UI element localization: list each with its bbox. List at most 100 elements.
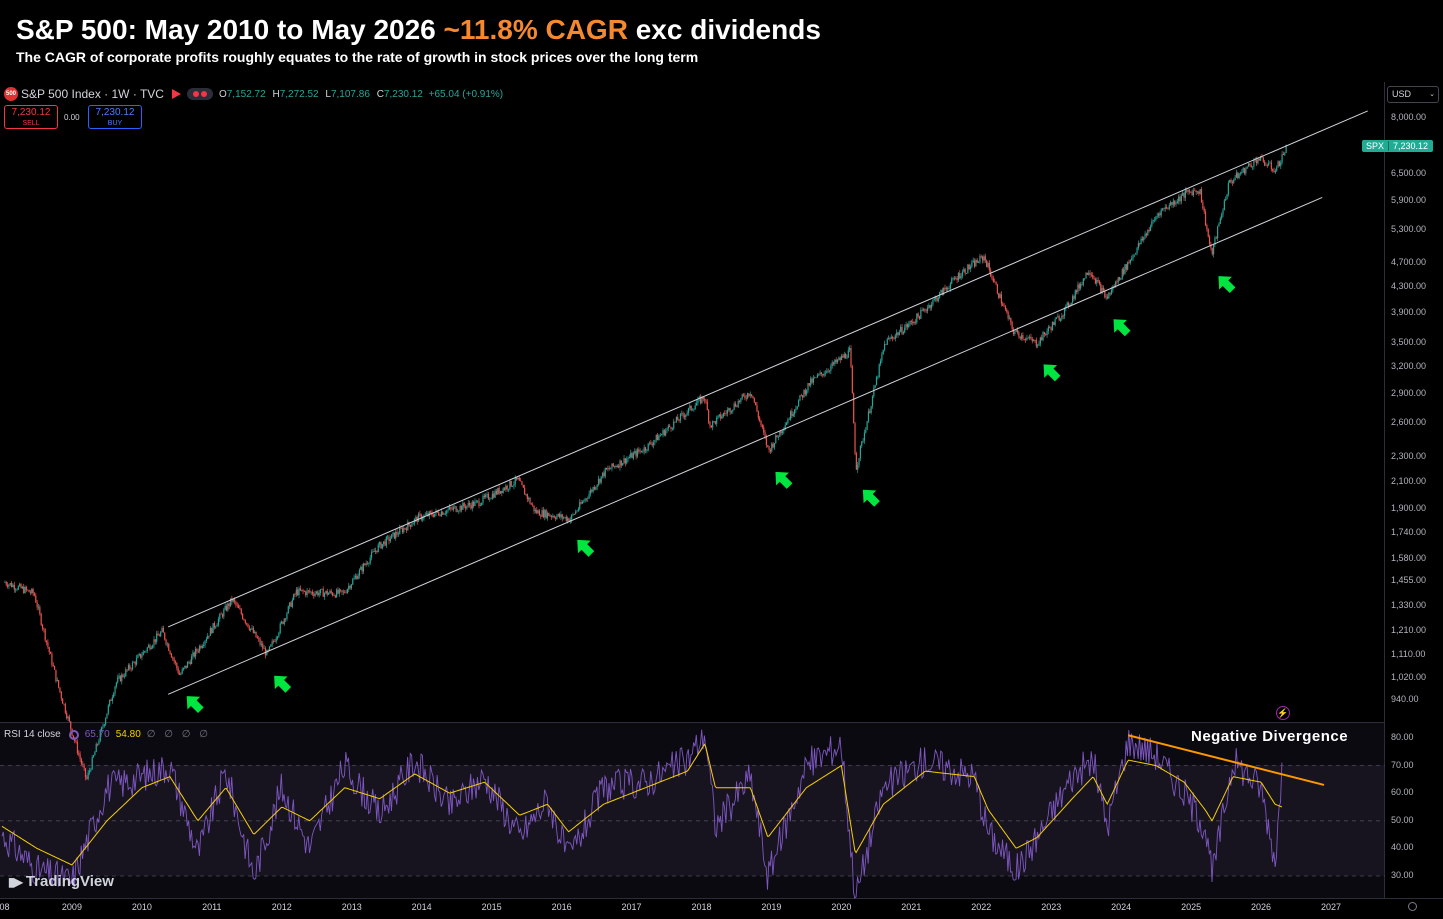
price-candle <box>78 750 80 757</box>
sell-button[interactable]: 7,230.12 SELL <box>4 105 58 129</box>
price-candle <box>1059 317 1062 323</box>
price-candle <box>399 524 401 535</box>
price-candle <box>749 391 751 399</box>
price-candle <box>510 480 512 488</box>
price-candle <box>515 477 518 481</box>
tradingview-logo[interactable]: ▮▶ TradingView <box>8 873 114 890</box>
price-candle <box>571 514 573 523</box>
price-candle <box>631 451 633 459</box>
price-candle <box>1147 229 1149 236</box>
price-candle <box>1000 291 1003 307</box>
price-candle <box>732 409 734 414</box>
price-candle <box>682 411 684 419</box>
price-candle <box>716 415 718 427</box>
price-candle <box>409 524 412 530</box>
price-candle <box>263 645 265 649</box>
channel-line-upper[interactable] <box>167 110 1368 628</box>
price-candle <box>301 589 303 592</box>
price-candle <box>369 554 371 566</box>
price-candle <box>56 677 58 682</box>
price-candle <box>869 408 871 414</box>
price-candle <box>511 485 514 488</box>
price-candle <box>1054 317 1056 327</box>
settings-icon[interactable] <box>1408 902 1417 911</box>
price-candle <box>767 445 769 448</box>
rsi-legend[interactable]: RSI 14 close 65.70 54.80 ∅ ∅ ∅ ∅ <box>4 729 211 740</box>
price-candle <box>748 393 750 398</box>
price-candle <box>54 665 56 670</box>
price-candle <box>463 501 465 509</box>
price-candle <box>612 462 614 468</box>
price-candle <box>892 335 894 342</box>
price-candle <box>1081 281 1083 286</box>
price-candle <box>951 276 953 285</box>
price-candle <box>385 535 387 549</box>
price-candle <box>1272 168 1274 173</box>
rsi-settings-icon[interactable] <box>68 729 79 740</box>
price-candle <box>699 394 702 405</box>
price-candle <box>874 384 876 389</box>
price-candle <box>659 432 661 437</box>
price-candle <box>918 315 921 321</box>
price-candle <box>166 642 169 648</box>
price-candle <box>592 486 594 494</box>
price-candle <box>736 404 738 408</box>
price-candle <box>687 407 690 416</box>
price-candle <box>525 493 527 497</box>
price-candle <box>505 483 507 492</box>
price-candle <box>283 617 285 626</box>
chart-title: S&P 500: May 2010 to May 2026 ~11.8% CAG… <box>16 14 821 46</box>
price-candle <box>779 431 781 437</box>
flag-icon[interactable] <box>171 89 181 99</box>
price-candle <box>1043 331 1045 338</box>
price-candle <box>499 490 502 495</box>
price-candle <box>992 275 994 283</box>
price-candle <box>462 500 464 510</box>
price-candle <box>854 421 856 456</box>
price-candle <box>628 454 631 459</box>
price-candle <box>342 589 344 596</box>
price-candle <box>106 713 108 719</box>
price-candle <box>893 336 895 340</box>
currency-select[interactable]: USD ⌄ <box>1387 86 1439 103</box>
price-candle <box>542 506 545 519</box>
price-candle <box>169 650 171 655</box>
price-candle <box>1086 272 1088 276</box>
price-candle <box>712 420 714 431</box>
price-candle <box>983 254 985 264</box>
price-candle <box>898 329 900 336</box>
price-candle <box>464 504 467 512</box>
channel-line-lower[interactable] <box>167 197 1323 695</box>
price-candle <box>152 644 154 650</box>
price-candle <box>174 660 177 666</box>
price-candle <box>90 768 92 773</box>
price-candle <box>1141 235 1144 242</box>
price-candle <box>350 584 353 590</box>
divergence-trendline[interactable] <box>1127 734 1325 786</box>
price-candle <box>1034 339 1036 344</box>
symbol-legend[interactable]: 500 S&P 500 Index · 1W · TVC O7,152.72 H… <box>4 86 503 102</box>
price-candle <box>866 421 868 431</box>
symbol-name[interactable]: S&P 500 Index · 1W · TVC <box>21 87 164 101</box>
price-candle <box>1116 279 1118 285</box>
price-candle <box>8 583 10 590</box>
price-candle <box>275 635 277 644</box>
flash-icon[interactable]: ⚡ <box>1276 706 1290 720</box>
price-candle <box>180 672 182 676</box>
price-candle <box>260 640 263 648</box>
time-axis-label: 2025 <box>1181 902 1202 912</box>
buy-button[interactable]: 7,230.12 BUY <box>88 105 142 129</box>
price-candle <box>1234 175 1236 181</box>
price-candle <box>513 481 515 490</box>
price-candle <box>945 286 947 293</box>
eye-toggle-icon[interactable] <box>186 88 213 100</box>
price-candle <box>634 448 636 455</box>
price-candle <box>917 312 919 319</box>
price-candle <box>744 392 746 401</box>
support-arrow-icon <box>1218 276 1236 294</box>
price-candle <box>564 516 566 519</box>
price-candle <box>184 665 186 670</box>
price-candle <box>1171 201 1173 208</box>
price-candle <box>185 665 187 670</box>
